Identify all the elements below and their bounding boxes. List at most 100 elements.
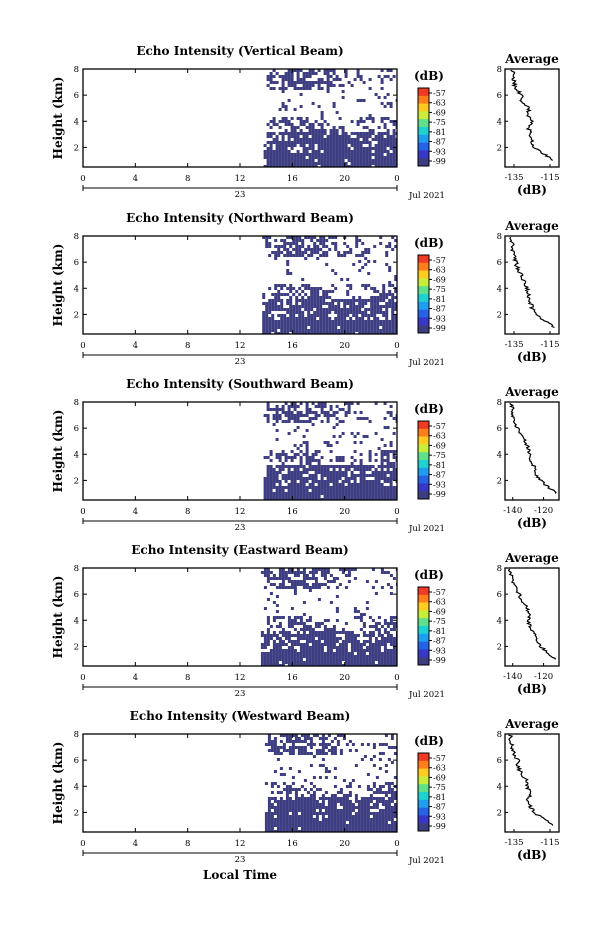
- heatmap-cell: [384, 821, 388, 824]
- heatmap-cell: [347, 652, 351, 655]
- heatmap-cell: [267, 734, 271, 737]
- heatmap-cell: [378, 830, 382, 832]
- colorbar-tick-label: -93: [433, 147, 446, 156]
- heatmap-cell: [368, 652, 372, 655]
- heatmap-cell: [270, 827, 274, 830]
- heatmap-cell: [341, 492, 345, 495]
- heatmap-cell: [281, 144, 285, 147]
- heatmap-cell: [365, 601, 369, 604]
- heatmap-cell: [269, 661, 273, 664]
- heatmap-cell: [266, 78, 270, 81]
- heatmap-cell: [335, 75, 339, 78]
- heatmap-cell: [332, 471, 336, 474]
- heatmap-cell: [363, 755, 367, 758]
- heatmap-cell: [359, 661, 363, 664]
- heatmap-cell: [339, 800, 343, 803]
- heatmap-cell: [267, 749, 271, 752]
- heatmap-cell: [370, 299, 374, 302]
- heatmap-cell: [296, 87, 300, 90]
- heatmap-cell: [377, 144, 381, 147]
- heatmap-cell: [314, 625, 318, 628]
- heatmap-cell: [342, 797, 346, 800]
- heatmap-cell: [332, 498, 336, 500]
- heatmap-cell: [308, 420, 312, 423]
- heatmap-cell: [284, 144, 288, 147]
- heatmap-cell: [310, 251, 314, 254]
- heatmap-cell: [326, 655, 330, 658]
- heatmap-cell: [374, 622, 378, 625]
- profile-title: Average: [504, 551, 559, 565]
- heatmap-cell: [338, 144, 342, 147]
- heatmap-cell: [327, 821, 331, 824]
- heatmap-cell: [302, 637, 306, 640]
- heatmap-cell: [361, 326, 365, 329]
- heatmap-cell: [323, 474, 327, 477]
- heatmap-cell: [311, 661, 315, 664]
- heatmap-cell: [344, 69, 348, 72]
- heatmap-cell: [284, 123, 288, 126]
- heatmap-cell: [289, 299, 293, 302]
- heatmap-cell: [389, 465, 393, 468]
- heatmap-cell: [383, 622, 387, 625]
- heatmap-cell: [293, 126, 297, 129]
- heatmap-cell: [380, 156, 384, 159]
- heatmap-cell: [380, 117, 384, 120]
- heatmap-cell: [378, 815, 382, 818]
- heatmap-cell: [371, 495, 375, 498]
- heatmap-cell: [312, 797, 316, 800]
- heatmap-cell: [386, 426, 390, 429]
- heatmap-cell: [391, 332, 395, 334]
- heatmap-cell: [278, 459, 282, 462]
- heatmap-cell: [359, 616, 363, 619]
- heatmap-cell: [320, 637, 324, 640]
- heatmap-cell: [345, 794, 349, 797]
- heatmap-cell: [390, 794, 394, 797]
- heatmap-cell: [288, 737, 292, 740]
- heatmap-cell: [392, 577, 396, 580]
- heatmap-cell: [275, 498, 279, 500]
- heatmap-cell: [296, 468, 300, 471]
- heatmap-cell: [265, 329, 269, 332]
- x-tick-label: 4: [133, 507, 138, 517]
- heatmap-cell: [373, 323, 377, 326]
- heatmap-cell: [279, 800, 283, 803]
- heatmap-cell: [308, 138, 312, 141]
- heatmap-cell: [293, 444, 297, 447]
- heatmap-cell: [363, 815, 367, 818]
- heatmap-cell: [288, 830, 292, 832]
- heatmap-cell: [355, 242, 359, 245]
- heatmap-cell: [287, 144, 291, 147]
- heatmap-cell: [389, 489, 393, 492]
- heatmap-cell: [293, 580, 297, 583]
- heatmap-cell: [350, 492, 354, 495]
- heatmap-cell: [316, 308, 320, 311]
- heatmap-cell: [375, 830, 379, 832]
- heatmap-cell: [368, 78, 372, 81]
- heatmap-cell: [380, 69, 384, 72]
- heatmap-cell: [272, 417, 276, 420]
- heatmap-cell: [323, 634, 327, 637]
- heatmap-cell: [272, 480, 276, 483]
- heatmap-cell: [374, 474, 378, 477]
- heatmap-cell: [389, 652, 393, 655]
- heatmap-cell: [359, 132, 363, 135]
- heatmap-cell: [269, 489, 273, 492]
- heatmap-cell: [348, 815, 352, 818]
- heatmap-cell: [304, 248, 308, 251]
- heatmap-cell: [371, 471, 375, 474]
- heatmap-cell: [281, 420, 285, 423]
- profile-x-tick-label: -135: [504, 340, 523, 350]
- heatmap-cell: [339, 752, 343, 755]
- heatmap-cell: [318, 749, 322, 752]
- heatmap-cell: [313, 236, 317, 239]
- heatmap-cell: [345, 800, 349, 803]
- heatmap-cell: [277, 305, 281, 308]
- heatmap-cell: [359, 99, 363, 102]
- heatmap-cell: [262, 317, 266, 320]
- heatmap-cell: [300, 734, 304, 737]
- heatmap-cell: [362, 162, 366, 165]
- heatmap-cell: [286, 260, 290, 263]
- heatmap-cell: [374, 162, 378, 165]
- y-tick-label: 8: [74, 730, 79, 740]
- heatmap-cell: [334, 287, 338, 290]
